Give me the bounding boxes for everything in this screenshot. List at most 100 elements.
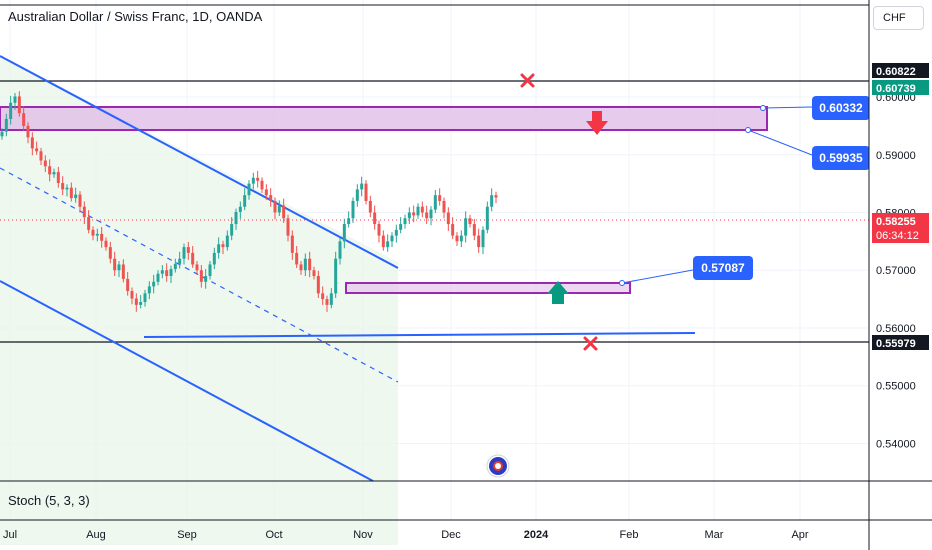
demand-zone[interactable] (345, 282, 631, 294)
candle-body (195, 264, 199, 271)
time-tick-label: Aug (86, 529, 106, 541)
candle-body (169, 269, 173, 277)
time-tick-label: Dec (441, 529, 461, 541)
candle-body (208, 264, 212, 277)
supply-zone[interactable] (0, 106, 768, 131)
candle-body (260, 180, 264, 190)
candle-body (9, 102, 13, 119)
candle-body (13, 96, 17, 103)
candle-body (347, 218, 351, 225)
candle-body (147, 286, 151, 294)
candle-body (199, 270, 203, 282)
candle-body (65, 187, 69, 190)
candle-body (238, 206, 242, 212)
candle-body (338, 241, 342, 259)
candle-body (182, 247, 186, 259)
candle-body (282, 205, 286, 219)
time-tick-label: Sep (177, 529, 197, 541)
callout-connector (762, 106, 813, 109)
candle-body (251, 177, 255, 184)
candle-body (399, 224, 403, 230)
candle-body (56, 172, 60, 184)
candle-body (61, 183, 65, 190)
candle-body (82, 206, 86, 218)
candle-body (212, 252, 216, 265)
candle-body (316, 276, 320, 294)
candle-body (472, 224, 476, 236)
candle-body (451, 224, 455, 236)
candle-body (312, 270, 316, 277)
candle-body (334, 258, 338, 294)
callout-upper-zone-top[interactable]: 0.60332 (812, 96, 870, 120)
time-tick-label: Mar (705, 529, 724, 541)
candle-body (455, 235, 459, 242)
arrow-up-icon (547, 281, 569, 304)
time-tick-label: 2024 (524, 529, 549, 541)
callout-upper-zone-bottom[interactable]: 0.59935 (812, 146, 870, 170)
candle-body (225, 235, 229, 248)
price-tag-support: 0.55979 (872, 335, 929, 350)
price-tick-label: 0.54000 (876, 438, 916, 450)
candle-body (30, 137, 34, 149)
candle-body (299, 264, 303, 271)
candle-body (100, 233, 104, 241)
price-tick-label: 0.59000 (876, 150, 916, 162)
svg-text:0.60822: 0.60822 (876, 66, 916, 78)
callout-demand-zone[interactable]: 0.57087 (693, 256, 753, 280)
candle-body (204, 276, 208, 282)
candle-body (433, 195, 437, 210)
candle-body (165, 270, 169, 277)
candle-body (139, 301, 143, 305)
candle-body (277, 205, 281, 213)
candle-body (230, 224, 234, 236)
candle-body (35, 148, 39, 152)
candle-body (243, 195, 247, 207)
candle-body (134, 298, 138, 305)
candle-body (191, 252, 195, 265)
candle-body (247, 183, 251, 196)
candle-body (446, 212, 450, 225)
candle-body (52, 172, 56, 175)
candle-body (494, 195, 498, 198)
candle-body (390, 235, 394, 242)
callout-connector (621, 269, 694, 284)
callout-anchor (760, 105, 766, 111)
candle-body (152, 281, 156, 287)
countdown-timer: 06:34:12 (876, 230, 919, 242)
candle-body (221, 244, 225, 248)
candle-body (264, 189, 268, 196)
price-tick-label: 0.55000 (876, 381, 916, 393)
candle-body (485, 206, 489, 230)
candle-body (368, 200, 372, 213)
candle-body (87, 217, 91, 230)
time-tick-label: Jul (3, 529, 17, 541)
candle-body (425, 212, 429, 219)
chart-title: Australian Dollar / Swiss Franc, 1D, OAN… (8, 9, 263, 24)
candle-body (39, 151, 43, 161)
candle-body (173, 263, 177, 270)
svg-text:0.55979: 0.55979 (876, 338, 916, 350)
indicator-label[interactable]: Stoch (5, 3, 3) (8, 493, 90, 508)
time-tick-label: Nov (353, 529, 373, 541)
candle-body (0, 131, 4, 137)
candle-body (468, 218, 472, 225)
arrow-down-icon (586, 111, 608, 135)
candle-body (381, 235, 385, 248)
candle-body (290, 235, 294, 253)
candle-body (74, 194, 78, 199)
candle-body (91, 229, 95, 236)
candle-body (407, 212, 411, 219)
candle-body (412, 212, 416, 216)
currency-button[interactable]: CHF (873, 6, 924, 30)
candle-body (442, 200, 446, 213)
horizontal-trendline[interactable] (143, 332, 696, 338)
candle-body (386, 241, 390, 248)
channel-upper-line[interactable] (0, 55, 399, 269)
cross-marker-top (520, 73, 535, 88)
channel-lower-line[interactable] (0, 280, 374, 482)
candle-body (477, 235, 481, 248)
candle-body (459, 235, 463, 242)
candle-body (286, 218, 290, 236)
australia-flag-icon[interactable] (486, 454, 510, 478)
